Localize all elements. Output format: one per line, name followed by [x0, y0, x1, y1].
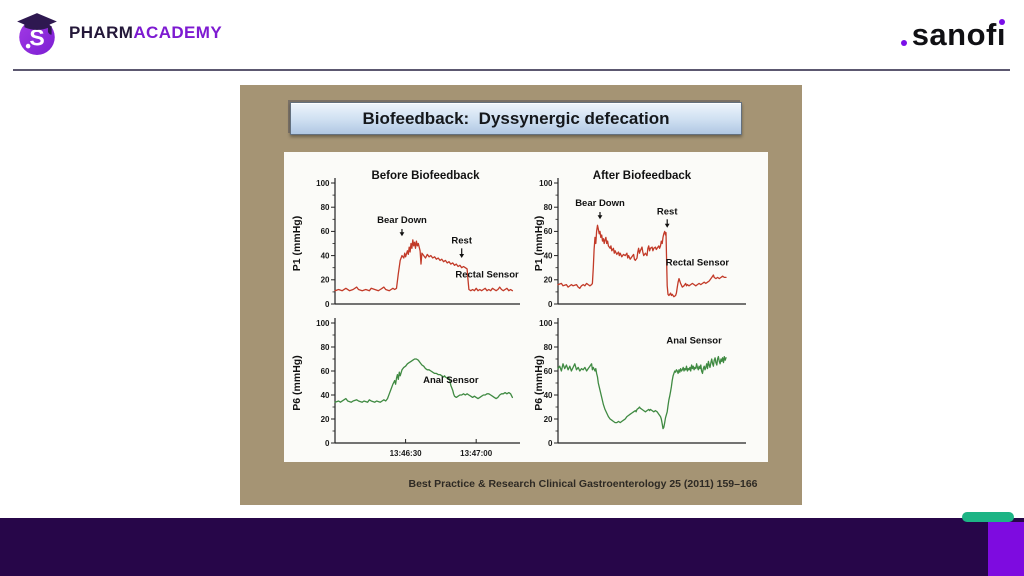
y-tick-label: 60: [544, 367, 553, 376]
y-tick-label: 100: [539, 179, 553, 188]
y-tick-label: 20: [321, 415, 330, 424]
chart-svg-before-biofeedback-p1: 0 20 40 60 80 100 P1 (mmHg) Before Biofeedback B…: [291, 170, 520, 309]
y-tick-label: 20: [321, 276, 330, 285]
chart-before-biofeedback-p1: 0 20 40 60 80 100 P1 (mmHg) Before Biofeedback B…: [284, 152, 526, 309]
y-tick-label: 40: [321, 391, 330, 400]
y-tick-label: 40: [544, 251, 553, 260]
x-tick-label: 13:46:30: [390, 449, 423, 458]
logo-dot: [25, 43, 31, 49]
annotation-label: Rest: [451, 236, 472, 247]
y-axis-label: P1 (mmHg): [291, 216, 303, 271]
trace-before-biofeedback-p6: [334, 358, 514, 403]
y-tick-label: 60: [544, 227, 553, 236]
sanofi-text: sanof: [911, 17, 997, 52]
y-tick-label: 80: [321, 203, 330, 212]
y-tick-label: 0: [325, 300, 330, 307]
chart-after-biofeedback-p1: 0 20 40 60 80 100 P1 (mmHg) After Biofeedback Be…: [526, 152, 768, 309]
chart-before-biofeedback-p6: 0 20 40 60 80 100 P6 (mmHg) 13:46:30 13:47:00 Ana…: [284, 307, 526, 462]
sensor-label: Rectal Sensor: [455, 269, 519, 280]
trace-after-biofeedback-p6: [557, 355, 727, 430]
y-tick-label: 100: [316, 319, 330, 328]
chart-title: After Biofeedback: [593, 170, 692, 182]
sensor-label: Anal Sensor: [666, 335, 722, 346]
y-tick-label: 20: [544, 415, 553, 424]
slide-title-text: Biofeedback: Dyssynergic defecation: [362, 108, 670, 128]
y-tick-label: 60: [321, 227, 330, 236]
chart-title: Before Biofeedback: [371, 170, 480, 182]
logo-monogram: S: [29, 25, 44, 51]
y-tick-label: 80: [544, 203, 553, 212]
pharmacademy-logo-icon: S: [17, 13, 57, 55]
citation: Best Practice & Research Clinical Gastro…: [408, 478, 758, 490]
slide-title: Biofeedback: Dyssynergic defecation: [290, 102, 742, 135]
trace-before-biofeedback-p1: [334, 239, 514, 292]
sensor-label: Rectal Sensor: [666, 257, 730, 268]
y-axis-label: P1 (mmHg): [533, 216, 545, 271]
annotation-label: Rest: [657, 206, 678, 217]
footer-accent-teal: [962, 512, 1014, 522]
y-tick-label: 40: [544, 391, 553, 400]
brand-wordmark: PHARMACADEMY: [69, 23, 222, 43]
sensor-label: Anal Sensor: [423, 375, 479, 386]
x-tick-label: 13:47:00: [460, 449, 493, 458]
y-tick-label: 100: [539, 319, 553, 328]
chart-svg-after-biofeedback-p1: 0 20 40 60 80 100 P1 (mmHg) After Biofeedback Be…: [533, 170, 746, 309]
y-axis-label: P6 (mmHg): [533, 355, 545, 410]
chart-panel: 0 20 40 60 80 100 P1 (mmHg) Before Biofeedback B…: [284, 152, 768, 462]
y-tick-label: 100: [316, 179, 330, 188]
slide: Biofeedback: Dyssynergic defecation 0 20 4…: [240, 85, 802, 505]
sanofi-dot-i-icon: [999, 19, 1005, 25]
sanofi-logo: sanofı: [900, 16, 1006, 54]
sanofi-dot-left-icon: [900, 40, 907, 46]
y-tick-label: 40: [321, 251, 330, 260]
footer-accent-purple: [988, 522, 1024, 576]
y-tick-label: 0: [325, 439, 330, 448]
pharmacademy-logo: S PHARMACADEMY: [14, 10, 222, 56]
trace-after-biofeedback-p1: [557, 224, 727, 298]
header-divider: [13, 69, 1010, 71]
chart-svg-before-biofeedback-p6: 0 20 40 60 80 100 P6 (mmHg) 13:46:30 13:47:00 Ana…: [291, 318, 520, 458]
annotation-label: Bear Down: [575, 198, 625, 209]
brand-secondary: ACADEMY: [133, 23, 223, 42]
y-tick-label: 60: [321, 367, 330, 376]
y-tick-label: 80: [321, 343, 330, 352]
y-tick-label: 80: [544, 343, 553, 352]
y-tick-label: 0: [548, 439, 553, 448]
chart-after-biofeedback-p6: 0 20 40 60 80 100 P6 (mmHg) Anal Sensor: [526, 307, 768, 462]
brand-primary: PHARM: [69, 23, 134, 42]
chart-svg-after-biofeedback-p6: 0 20 40 60 80 100 P6 (mmHg) Anal Sensor: [533, 318, 746, 448]
y-tick-label: 20: [544, 276, 553, 285]
y-tick-label: 0: [548, 300, 553, 307]
footer-bar: [0, 518, 1024, 576]
y-axis-label: P6 (mmHg): [291, 355, 303, 410]
annotation-label: Bear Down: [377, 215, 427, 226]
